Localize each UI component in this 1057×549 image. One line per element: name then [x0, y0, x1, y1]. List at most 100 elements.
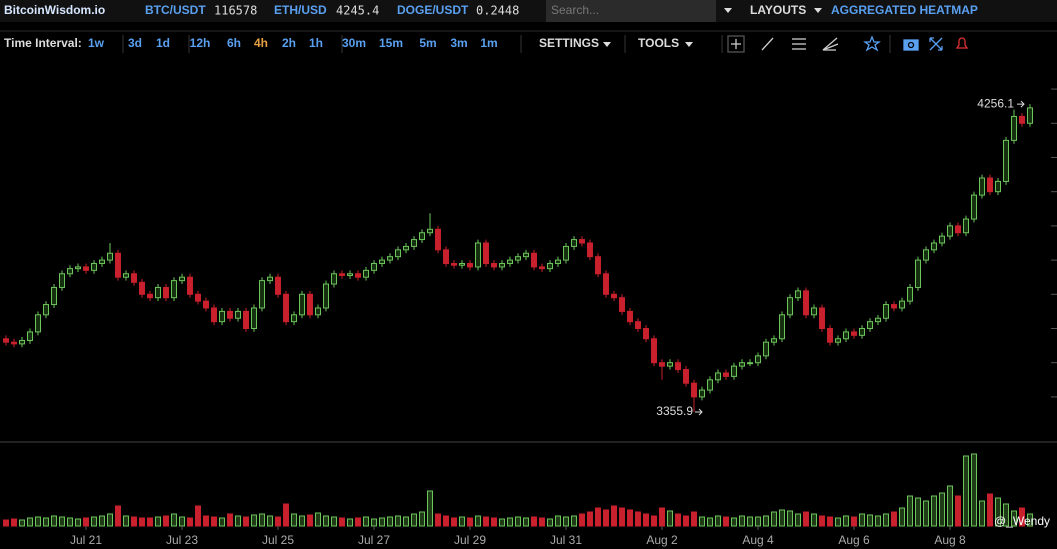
interval-button[interactable]: 4h: [254, 36, 268, 50]
volume-bar: [1003, 503, 1009, 527]
volume-bar: [715, 515, 721, 527]
low-annotation: 3355.9: [656, 404, 693, 418]
brand[interactable]: BitcoinWisdom.io: [4, 3, 105, 17]
volume-bar: [115, 505, 121, 527]
search-box[interactable]: [546, 0, 716, 22]
volume-bar: [67, 517, 73, 527]
volume-bar: [819, 515, 825, 527]
volume-bar: [947, 485, 953, 527]
candle-body: [291, 314, 297, 323]
candle-body: [107, 252, 113, 261]
volume-bar: [219, 517, 225, 527]
tool-icons[interactable]: [727, 35, 969, 53]
candle-body: [251, 307, 257, 329]
volume-bar: [787, 510, 793, 527]
candle-body: [747, 362, 753, 365]
candle-body: [27, 331, 33, 341]
interval-button[interactable]: 30m: [342, 36, 366, 50]
interval-button[interactable]: 1w: [88, 36, 105, 50]
candle-body: [195, 293, 201, 302]
candle-body: [971, 194, 977, 220]
candle-body: [587, 242, 593, 258]
candle-body: [83, 266, 89, 271]
ticker-pair[interactable]: ETH/USD: [274, 3, 327, 17]
candle-body: [507, 259, 513, 265]
dropdown-arrow[interactable]: [814, 8, 822, 13]
candle-body: [851, 331, 857, 336]
volume-bar: [475, 515, 481, 527]
volume-bar: [603, 509, 609, 527]
volume-bar: [459, 516, 465, 527]
heatmap-link[interactable]: AGGREGATED HEATMAP: [831, 3, 978, 17]
volume-bar: [299, 515, 305, 527]
volume-bar: [275, 516, 281, 527]
dropdown-arrow[interactable]: [603, 42, 611, 47]
interval-button[interactable]: 5m: [419, 36, 436, 50]
candle-body: [739, 362, 745, 367]
candle-body: [259, 280, 265, 309]
candle-body: [315, 307, 321, 316]
candle-body: [275, 276, 281, 295]
volume-bar: [1011, 510, 1017, 527]
volume-bar: [203, 515, 209, 527]
ticker-pair[interactable]: BTC/USDT: [145, 3, 206, 17]
volume-bar: [691, 511, 697, 527]
candle-body: [331, 273, 337, 285]
x-tick-label: Jul 29: [454, 533, 486, 547]
volume-bar: [315, 512, 321, 527]
settings-menu[interactable]: SETTINGS: [539, 36, 599, 50]
watermark: @_Wendy: [994, 514, 1050, 528]
candle-body: [555, 259, 561, 265]
volume-bar: [595, 507, 601, 527]
volume-bar: [795, 513, 801, 527]
candle-body: [923, 249, 929, 261]
dropdown-arrow[interactable]: [685, 42, 693, 47]
volume-bar: [419, 511, 425, 527]
interval-button[interactable]: 1h: [309, 36, 323, 50]
candle-body: [243, 310, 249, 329]
interval-button[interactable]: 2h: [282, 36, 296, 50]
candle-body: [1027, 107, 1033, 124]
candle-body: [427, 228, 433, 234]
candle-body: [283, 293, 289, 323]
candle-body: [987, 177, 993, 193]
interval-button[interactable]: 6h: [227, 36, 241, 50]
tools-menu[interactable]: TOOLS: [638, 36, 679, 50]
candle-body: [155, 286, 161, 299]
candle-body: [835, 338, 841, 343]
candle-body: [115, 252, 121, 278]
candle-body: [931, 242, 937, 251]
volume-bar: [75, 518, 81, 527]
interval-button[interactable]: 15m: [379, 36, 403, 50]
candle-body: [395, 249, 401, 258]
interval-button[interactable]: 3m: [450, 36, 467, 50]
volume-bar: [347, 518, 353, 527]
volume-bar: [451, 517, 457, 527]
candle-body: [763, 341, 769, 357]
interval-button[interactable]: 12h: [190, 36, 211, 50]
dropdown-arrow[interactable]: [724, 8, 732, 13]
volume-bar: [155, 516, 161, 527]
annotation-arrow: [695, 408, 703, 416]
layouts-menu[interactable]: LAYOUTS: [750, 3, 806, 17]
interval-button[interactable]: 1m: [480, 36, 497, 50]
volume-bar: [883, 513, 889, 527]
volume-bar: [763, 515, 769, 527]
volume-bar: [483, 516, 489, 527]
candle-body: [675, 362, 681, 371]
candle-body: [523, 252, 529, 258]
volume-bar: [307, 514, 313, 527]
interval-button[interactable]: 1d: [156, 36, 170, 50]
volume-bar: [443, 515, 449, 527]
candle-body: [323, 283, 329, 309]
search-placeholder[interactable]: Search...: [551, 3, 599, 17]
volume-bar: [539, 517, 545, 527]
volume-bar: [99, 515, 105, 527]
ticker-pair[interactable]: DOGE/USDT: [397, 3, 469, 17]
candle-body: [539, 266, 545, 270]
interval-button[interactable]: 3d: [128, 36, 142, 50]
candle-body: [299, 293, 305, 316]
volume-bar: [963, 455, 969, 527]
candle-body: [203, 300, 209, 309]
candle-body: [451, 263, 457, 266]
